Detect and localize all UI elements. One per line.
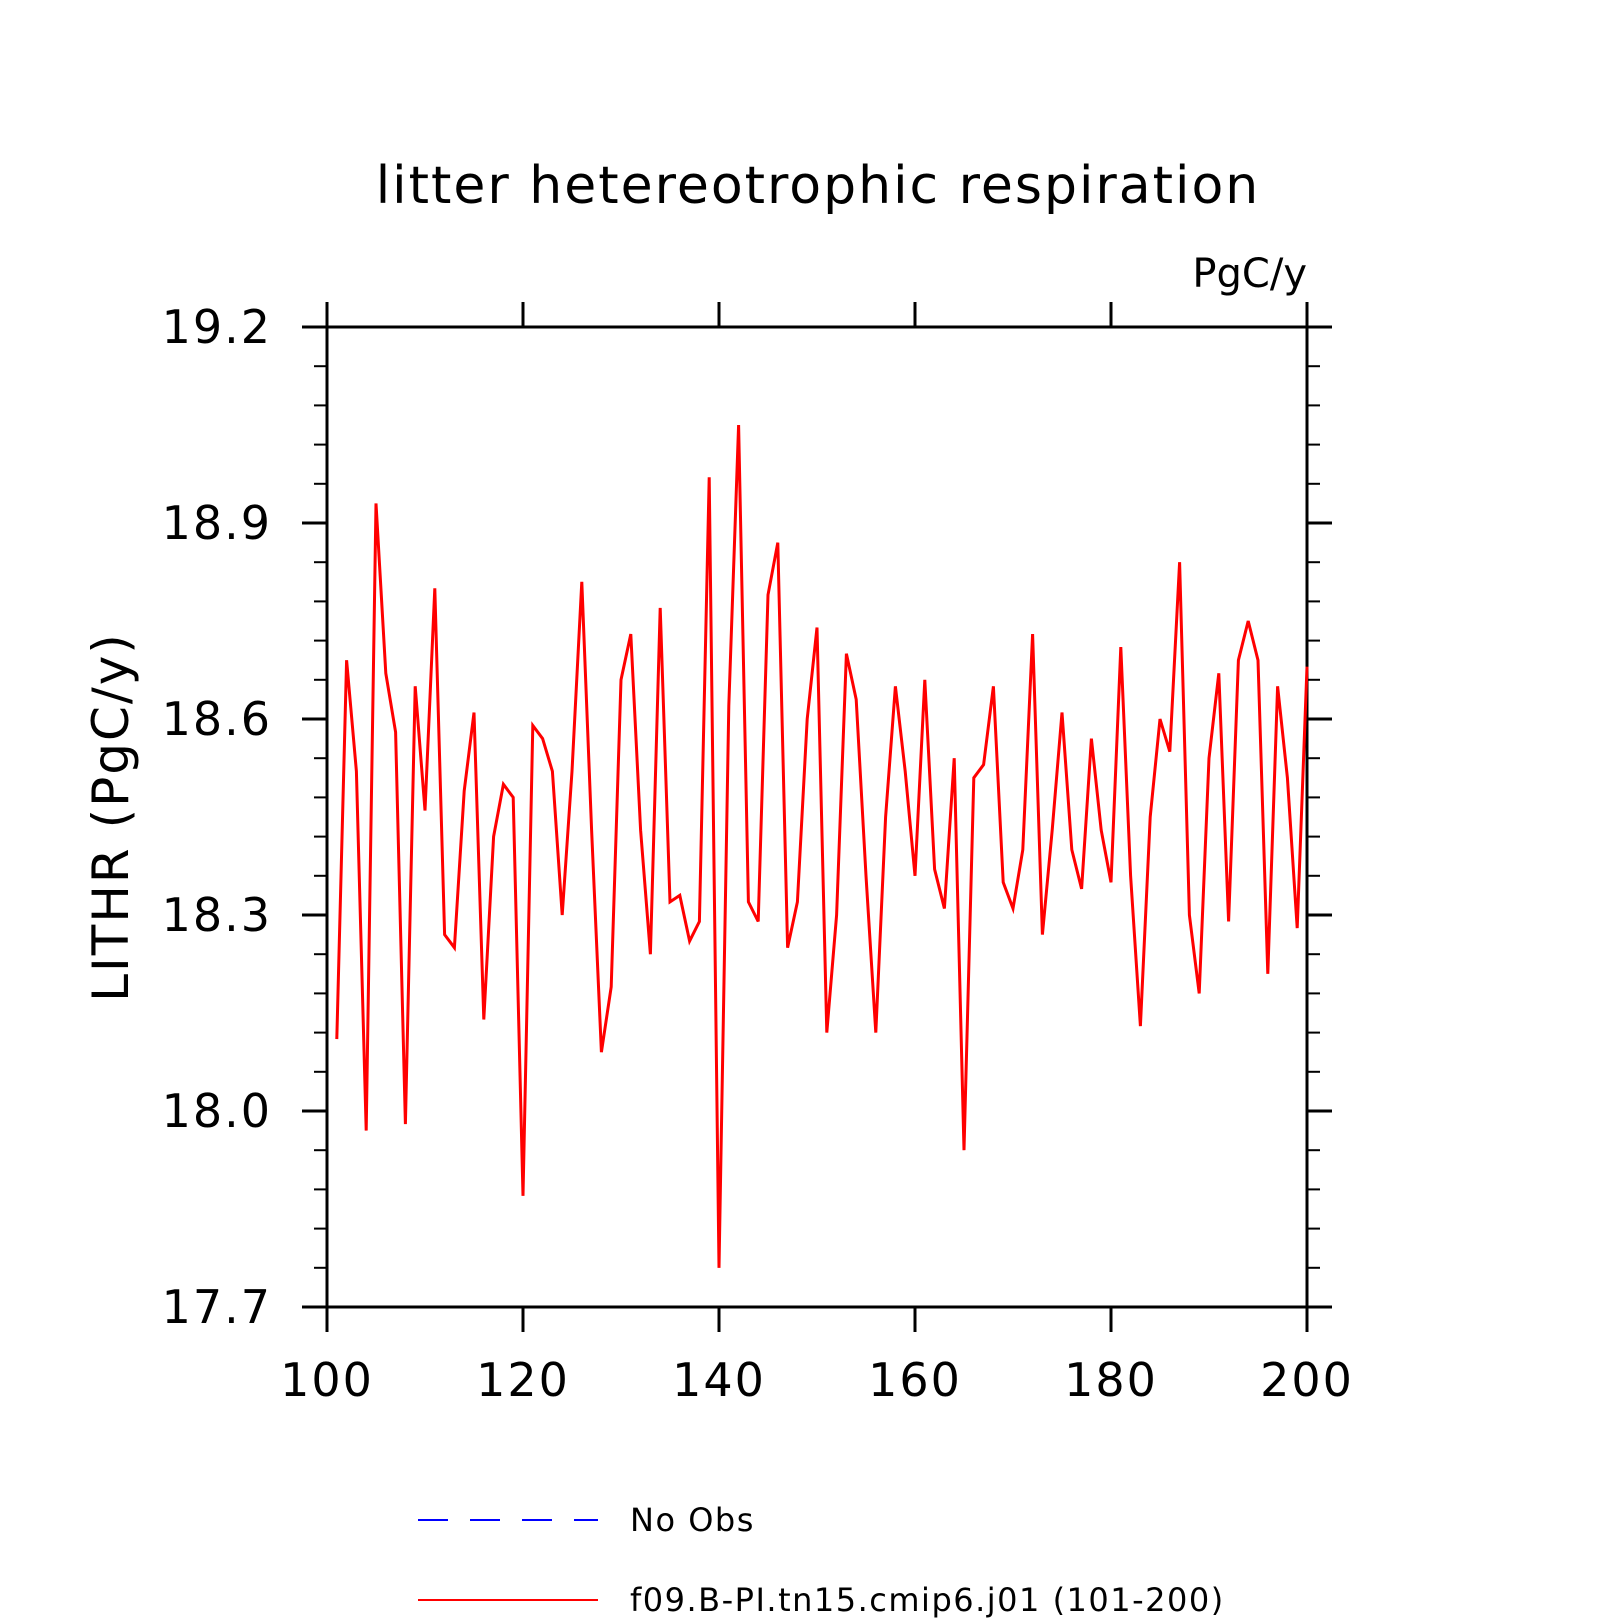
x-tick-label: 160 xyxy=(868,1353,962,1407)
units-label: PgC/y xyxy=(1192,251,1307,297)
x-tick-label: 200 xyxy=(1260,1353,1354,1407)
series-line xyxy=(335,424,1309,1268)
x-tick-label: 180 xyxy=(1064,1353,1158,1407)
y-tick-label: 18.3 xyxy=(162,888,272,942)
minor-ticks xyxy=(314,365,1320,1269)
major-ticks xyxy=(302,302,1332,1332)
y-tick-labels: 17.7 18.0 18.3 18.6 18.9 19.2 xyxy=(162,300,272,1334)
y-tick-label: 18.6 xyxy=(162,692,272,746)
plot-border xyxy=(325,325,1309,1309)
y-tick-label: 18.9 xyxy=(162,496,272,550)
x-tick-label: 140 xyxy=(672,1353,766,1407)
legend-label: No Obs xyxy=(630,1501,755,1539)
x-tick-label: 120 xyxy=(476,1353,570,1407)
y-tick-label: 17.7 xyxy=(162,1280,272,1334)
legend: No Obs f09.B-PI.tn15.cmip6.j01 (101-200) xyxy=(418,1501,1225,1619)
y-tick-label: 19.2 xyxy=(162,300,272,354)
legend-label: f09.B-PI.tn15.cmip6.j01 (101-200) xyxy=(630,1581,1225,1619)
x-tick-label: 100 xyxy=(280,1353,374,1407)
x-tick-labels: 100 120 140 160 180 200 xyxy=(280,1353,1354,1407)
chart-title: litter hetereotrophic respiration xyxy=(376,156,1261,216)
y-axis-label: LITHR (PgC/y) xyxy=(82,632,140,1002)
y-tick-label: 18.0 xyxy=(162,1084,272,1138)
plot-frame xyxy=(325,325,1309,1309)
series-lines xyxy=(335,424,1309,1268)
